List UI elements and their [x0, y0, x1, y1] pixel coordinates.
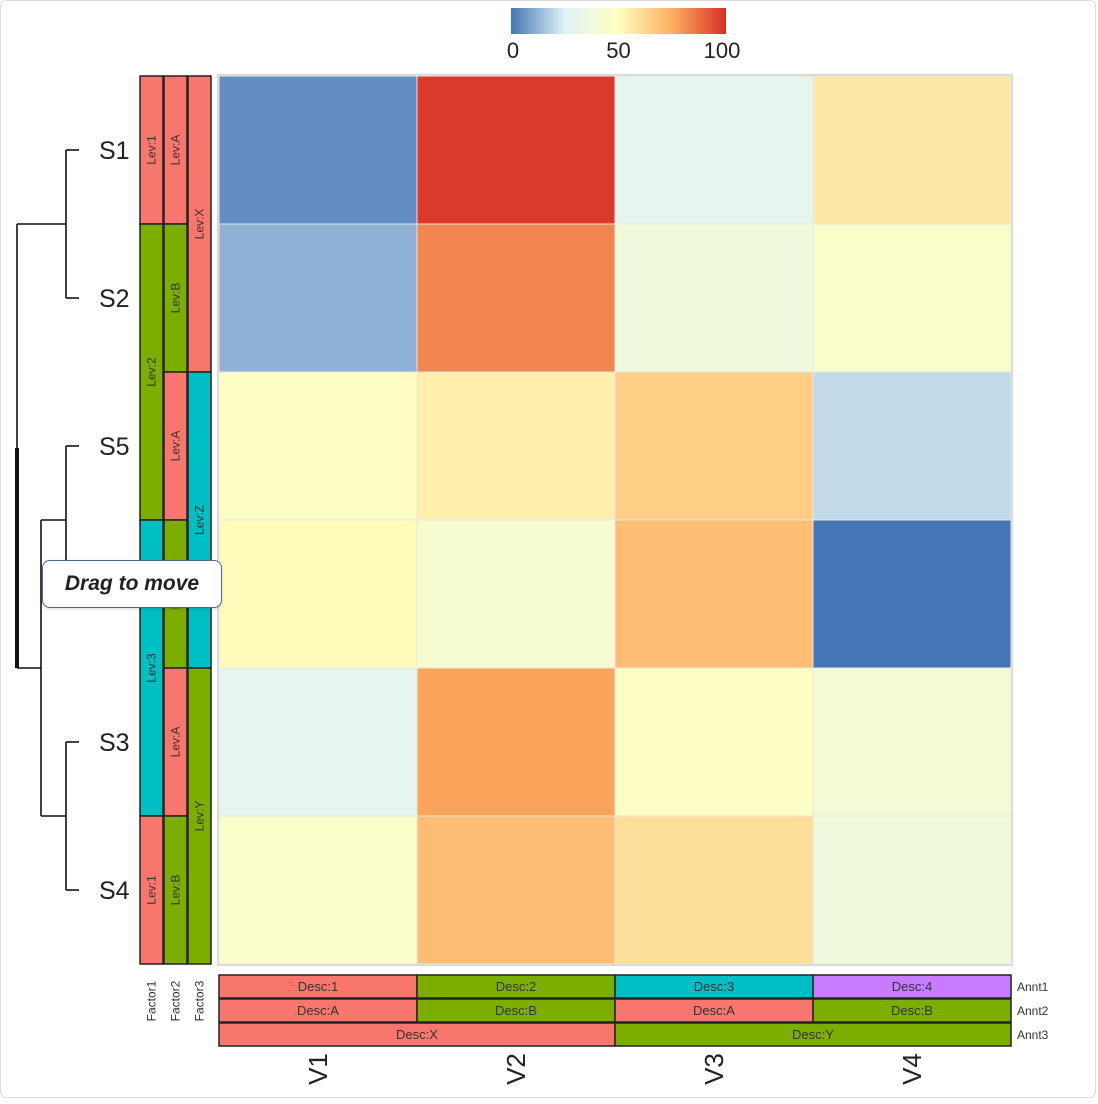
heatmap-cell: [416, 75, 616, 225]
row-annotation-name: Factor2: [169, 980, 183, 1021]
heatmap-border: [217, 74, 1013, 966]
row-dendrogram: [15, 149, 79, 891]
heatmap-cell: [812, 371, 1012, 521]
heatmap-cell: [812, 519, 1012, 669]
row-label: S1: [99, 137, 130, 165]
row-annotation-name: Factor1: [145, 980, 159, 1021]
column-annotation-block: [812, 974, 1012, 999]
heatmap-cell: [812, 815, 1012, 965]
heatmap-cell: [416, 815, 616, 965]
column-annotation-label: Desc:Y: [792, 1027, 834, 1042]
heatmap-cell: [416, 519, 616, 669]
heatmap-cell: [614, 667, 814, 817]
column-annotation-name: Annt3: [1017, 1028, 1049, 1042]
row-annotation-label: Lev:X: [193, 209, 207, 240]
row-annotation-label: Lev:3: [145, 653, 159, 683]
legend-colorbar: [511, 8, 726, 34]
column-annotation-label: Desc:4: [892, 979, 932, 994]
row-label: S4: [99, 877, 130, 905]
heatmap-cell: [416, 371, 616, 521]
column-annotation-name: Annt1: [1017, 980, 1049, 994]
heatmap-cell: [812, 223, 1012, 373]
row-label: S5: [99, 433, 130, 461]
heatmap-cell: [614, 815, 814, 965]
row-annotation-label: Lev:Y: [193, 801, 207, 832]
column-label: V2: [501, 1053, 531, 1085]
heatmap-cell: [416, 223, 616, 373]
column-annotations: Desc:1 Desc:2 Desc:3 Desc:4 Annt1 Desc:A Desc:…: [218, 974, 1049, 1047]
heatmap-cells: [217, 74, 1013, 966]
heatmap-cell: [614, 75, 814, 225]
column-annotation-name: Annt2: [1017, 1004, 1049, 1018]
color-legend: 0 50 100: [507, 8, 740, 63]
row-annotation-label: Lev:2: [145, 357, 159, 387]
heatmap-cell: [218, 667, 418, 817]
column-annotation-label: Desc:A: [297, 1003, 339, 1018]
row-annotation-label: Lev:A: [169, 727, 183, 758]
heatmap-cell: [218, 815, 418, 965]
heatmap-cell: [218, 519, 418, 669]
row-annotation-label: Lev:A: [169, 431, 183, 462]
drag-tooltip[interactable]: Drag to move: [42, 560, 222, 608]
row-label: S2: [99, 285, 130, 313]
legend-tick-label: 0: [507, 38, 519, 63]
column-annotation-label: Desc:X: [396, 1027, 438, 1042]
row-annotation-block: [139, 815, 164, 965]
heatmap-cell: [812, 667, 1012, 817]
heatmap-cell: [218, 75, 418, 225]
legend-tick-label: 50: [606, 38, 630, 63]
row-annotation-label: Lev:1: [145, 135, 159, 165]
row-annotation-label: Lev:B: [169, 283, 183, 314]
heatmap-cell: [614, 519, 814, 669]
column-annotation-block: [812, 998, 1012, 1023]
column-annotation-label: Desc:2: [496, 979, 536, 994]
row-annotation-block: [187, 667, 212, 965]
heatmap-cell: [416, 667, 616, 817]
row-annotation-label: Lev:B: [169, 875, 183, 906]
column-labels: V1 V2 V3 V4: [303, 1053, 927, 1085]
column-annotation-label: Desc:A: [693, 1003, 735, 1018]
column-label: V4: [897, 1053, 927, 1085]
row-labels: S1 S2 S5 S3 S4: [99, 137, 130, 905]
row-label: S3: [99, 729, 130, 757]
column-annotation-block: [614, 1022, 1012, 1047]
heatmap-cell: [812, 75, 1012, 225]
legend-tick-label: 100: [704, 38, 741, 63]
column-label: V1: [303, 1053, 333, 1085]
heatmap-cell: [614, 223, 814, 373]
row-annotations: Lev:1 Lev:2 Lev:3 Lev:1 Factor1 Lev:A Lev:B Lev…: [139, 75, 212, 1021]
heatmap-cell: [218, 223, 418, 373]
heatmap-cell: [218, 371, 418, 521]
column-annotation-label: Desc:3: [694, 979, 734, 994]
column-annotation-label: Desc:B: [495, 1003, 537, 1018]
row-annotation-label: Lev:Z: [193, 505, 207, 535]
column-annotation-label: Desc:B: [891, 1003, 933, 1018]
row-annotation-name: Factor3: [193, 980, 207, 1021]
heatmap-cell: [614, 371, 814, 521]
column-annotation-label: Desc:1: [298, 979, 338, 994]
row-annotation-block: [163, 815, 188, 965]
row-annotation-label: Lev:1: [145, 875, 159, 905]
row-annotation-label: Lev:A: [169, 135, 183, 166]
column-label: V3: [699, 1053, 729, 1085]
